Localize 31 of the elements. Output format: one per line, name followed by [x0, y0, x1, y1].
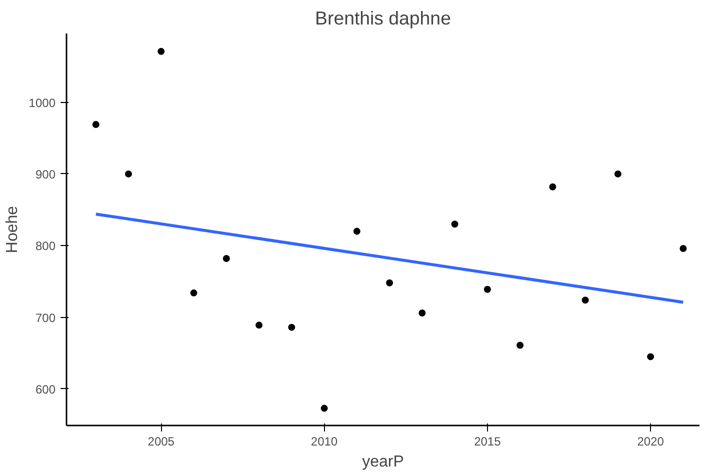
point	[418, 309, 426, 316]
x-axis-title: yearP	[362, 454, 404, 470]
y-axis-title: Hoehe	[4, 206, 21, 254]
point	[516, 342, 524, 349]
y-tick-label: 1000	[28, 96, 56, 110]
x-tick-label: 2005	[148, 434, 175, 448]
point	[190, 289, 198, 296]
point	[158, 48, 165, 55]
point	[549, 183, 556, 190]
point	[614, 170, 622, 178]
point	[647, 353, 654, 360]
point	[256, 322, 263, 329]
x-tick-label: 2015	[474, 434, 502, 448]
y-tick-label: 900	[35, 167, 56, 182]
point	[386, 279, 394, 286]
point	[451, 220, 458, 228]
y-tick-label: 700	[35, 310, 56, 325]
point	[288, 324, 296, 331]
x-tick-label: 2010	[310, 434, 338, 448]
point	[124, 170, 132, 178]
point	[92, 121, 100, 128]
point	[484, 286, 491, 293]
x-tick-label: 2020	[637, 434, 664, 448]
point	[353, 228, 360, 235]
point	[320, 404, 328, 412]
chart-title: Brenthis daphne	[315, 8, 451, 28]
point	[582, 296, 589, 304]
y-tick-label: 800	[35, 239, 56, 254]
y-tick-label: 600	[35, 382, 56, 396]
point	[222, 255, 230, 262]
point	[680, 244, 687, 252]
